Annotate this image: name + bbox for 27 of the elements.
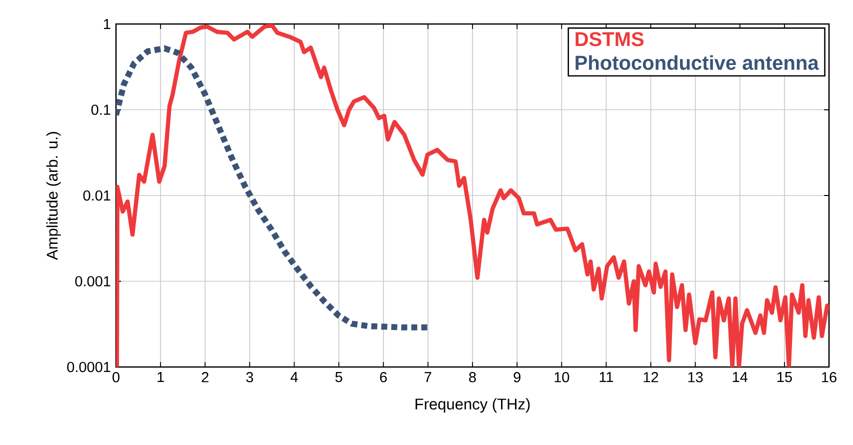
x-tick-label: 5 [335,372,342,382]
x-tick-label: 8 [469,372,476,382]
line-series [116,24,830,368]
text: DSTMS [576,32,644,46]
x-tick-label: 16 [822,372,836,382]
x-tick-label: 0 [112,372,120,382]
y-tick-label: 1 [104,19,110,29]
y-tick-label: 0.1 [91,104,110,115]
x-tick-label: 1 [158,372,164,382]
y-axis-title: Amplitude (arb. u.) [46,132,61,260]
x-tick-label: 9 [514,372,520,382]
x-tick-label: 11 [600,372,614,382]
x-tick-label: 10 [554,372,570,382]
y-tick-label: 0.01 [83,190,110,201]
x-tick-label: 13 [688,372,703,382]
y-tick-label: 0.0001 [67,362,110,372]
x-tick-label: 12 [644,372,658,382]
y-tick-label: 0.001 [75,276,110,286]
text: Photoconductive antenna [576,55,819,70]
x-tick-label: 2 [202,372,208,382]
x-tick-label: 14 [732,372,748,382]
x-tick-label: 6 [380,372,387,382]
x-tick-label: 3 [246,372,254,382]
x-tick-label: 4 [290,372,298,382]
x-axis-title: Frequency (THz) [416,398,530,413]
x-tick-label: 15 [777,372,792,382]
x-tick-label: 7 [424,372,432,382]
